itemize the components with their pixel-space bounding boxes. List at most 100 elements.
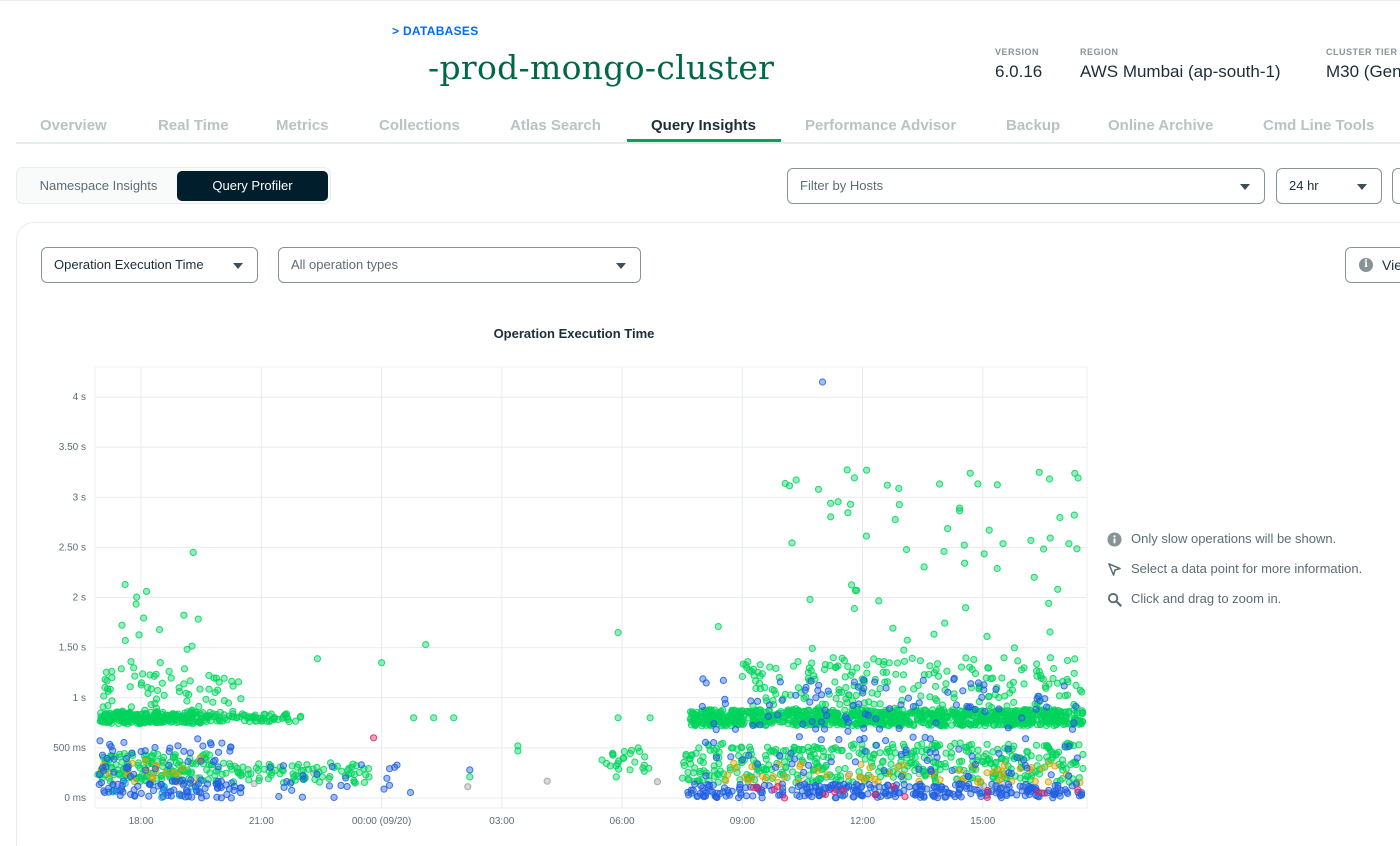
data-point-green (186, 677, 194, 685)
time-range-select[interactable]: 24 hr (1276, 168, 1382, 204)
data-point-green (992, 711, 1000, 719)
data-point-blue (159, 786, 168, 794)
data-point-green (234, 678, 243, 686)
data-point-green (743, 664, 751, 672)
x-tick-label: 09:00 (730, 816, 755, 827)
data-point-green (844, 509, 852, 517)
breadcrumb[interactable]: > DATABASES (392, 24, 479, 38)
data-point-green (916, 657, 925, 665)
tab-performance-advisor[interactable]: Performance Advisor (805, 117, 957, 134)
hint-slow-ops: Only slow operations will be shown. (1107, 530, 1362, 560)
data-point-blue (844, 727, 852, 735)
data-point-pink (821, 790, 830, 798)
data-point-green (119, 707, 127, 715)
data-point-blue (164, 791, 172, 799)
caret-down-icon (616, 263, 626, 269)
tab-real-time[interactable]: Real Time (158, 117, 229, 134)
data-point-blue (968, 752, 976, 760)
data-point-blue (1004, 745, 1012, 753)
data-point-green (845, 752, 853, 760)
data-point-blue (817, 718, 826, 726)
data-point-gray (653, 778, 662, 786)
data-point-blue (328, 763, 336, 771)
data-point-blue (978, 693, 986, 701)
data-point-blue (822, 784, 830, 792)
host-filter-select[interactable]: Filter by Hosts (787, 168, 1265, 204)
data-point-green (931, 695, 940, 703)
namespace-insights-option[interactable]: Namespace Insights (39, 178, 158, 193)
data-point-green (846, 500, 855, 508)
data-point-green (195, 702, 203, 710)
data-point-green (202, 695, 210, 703)
data-point-green (187, 770, 195, 778)
data-point-blue (701, 738, 710, 746)
data-point-yellow (141, 757, 149, 765)
data-point-yellow (723, 771, 732, 779)
y-tick-label: 1 s (73, 693, 86, 704)
data-point-green (222, 769, 230, 777)
data-point-blue (343, 782, 351, 791)
tab-cmd-line-tools[interactable]: Cmd Line Tools (1263, 117, 1375, 134)
data-point-blue (764, 712, 772, 720)
data-point-green (355, 768, 363, 777)
extra-control[interactable] (1392, 168, 1400, 204)
data-point-green (231, 762, 239, 770)
operation-type-select[interactable]: All operation types (278, 247, 641, 283)
data-point-green (313, 655, 321, 663)
data-point-green (933, 660, 942, 668)
data-point-blue (959, 687, 967, 695)
query-profiler-option[interactable]: Query Profiler (177, 171, 328, 201)
y-axis: 0 ms 500 ms 1 s 1.50 s 2 s 2.50 s 3 s 3.50 s 4 s (53, 392, 86, 804)
data-point-blue (993, 785, 1002, 793)
data-point-blue (992, 685, 1000, 693)
data-point-blue (357, 761, 365, 769)
data-point-green (962, 604, 970, 612)
data-point-green (936, 741, 944, 749)
execution-time-scatter-chart[interactable]: 0 ms 500 ms 1 s 1.50 s 2 s 2.50 s 3 s 3.50 s 4 s… (0, 355, 1100, 830)
data-point-blue (808, 718, 816, 726)
view-button[interactable]: i Vie (1345, 247, 1400, 283)
time-range-value: 24 hr (1289, 178, 1319, 193)
tab-metrics[interactable]: Metrics (276, 117, 329, 134)
data-point-blue (974, 679, 983, 687)
data-point-blue (797, 781, 805, 789)
data-point-green (349, 760, 357, 768)
data-point-blue (393, 761, 401, 769)
data-point-green (840, 657, 849, 665)
data-point-blue (872, 741, 881, 749)
data-point-green (943, 713, 951, 721)
data-point-green (612, 773, 620, 781)
data-point-green (1070, 669, 1078, 677)
metric-select[interactable]: Operation Execution Time (41, 247, 258, 283)
tab-online-archive[interactable]: Online Archive (1108, 117, 1214, 134)
data-point-green (614, 629, 622, 637)
data-point-green (1019, 708, 1028, 716)
tab-collections[interactable]: Collections (379, 117, 460, 134)
tab-atlas-search[interactable]: Atlas Search (510, 117, 601, 134)
data-point-green (694, 711, 702, 719)
data-point-green (1071, 469, 1079, 477)
data-point-green (1046, 654, 1055, 662)
data-point-blue (860, 734, 868, 743)
data-point-blue (211, 756, 219, 764)
data-point-green (1032, 741, 1041, 749)
data-point-blue (1073, 754, 1081, 762)
data-point-green (410, 714, 418, 722)
data-point-blue (128, 749, 136, 757)
data-point-blue (824, 687, 832, 695)
data-point-blue (1032, 705, 1040, 713)
data-point-green (889, 716, 897, 724)
data-point-green (827, 499, 835, 507)
data-point-green (639, 764, 647, 772)
data-point-blue (872, 715, 880, 723)
tab-overview[interactable]: Overview (40, 117, 107, 134)
data-point-green (130, 664, 138, 672)
tab-backup[interactable]: Backup (1006, 117, 1061, 134)
data-point-green (137, 679, 146, 687)
data-point-yellow (1045, 760, 1053, 768)
data-point-blue (218, 739, 226, 747)
tab-query-insights[interactable]: Query Insights (651, 117, 757, 134)
data-point-green (950, 694, 958, 702)
data-point-blue (137, 789, 145, 797)
data-point-blue (165, 761, 173, 770)
